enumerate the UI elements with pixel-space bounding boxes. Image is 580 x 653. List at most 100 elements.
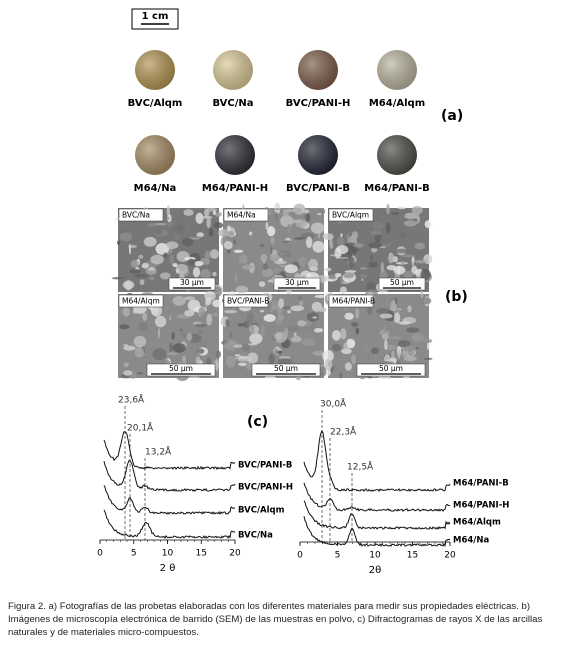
sem-grain — [264, 375, 276, 380]
sem-grain — [233, 344, 243, 348]
sem-grain — [284, 264, 298, 274]
sem-grain — [368, 242, 382, 249]
sem-grain — [278, 356, 291, 359]
sem-grain — [188, 375, 201, 379]
sem-grain — [372, 221, 384, 231]
sem-grain — [186, 332, 193, 342]
sem-grain — [199, 340, 208, 347]
sem-grain — [208, 227, 214, 237]
sem-grain — [205, 296, 212, 306]
series-label: BVC/Alqm — [238, 506, 285, 516]
sem-grain — [283, 240, 291, 244]
sem-grain — [212, 210, 216, 216]
x-tick-label: 15 — [196, 549, 207, 559]
sem-grain — [155, 243, 169, 255]
sem-grain — [339, 371, 343, 379]
sem-grain — [401, 341, 406, 344]
sem-grain — [400, 254, 415, 258]
sem-grain — [227, 249, 231, 254]
sem-grain — [312, 316, 318, 319]
sem-grain — [310, 222, 325, 234]
sem-grain — [200, 268, 211, 280]
sem-grain — [204, 207, 218, 212]
sem-grain — [355, 307, 360, 319]
sem-grain — [227, 230, 235, 237]
sem-image: M64/PANI-B 50 µm — [322, 289, 433, 380]
sem-image: M64/Na 30 µm — [218, 202, 328, 295]
sem-grain — [388, 336, 401, 340]
sem-grain — [198, 306, 206, 316]
sem-name: M64/Alqm — [122, 297, 160, 306]
sem-grain — [141, 262, 149, 269]
sem-grain — [223, 241, 233, 250]
sem-grain — [260, 324, 265, 336]
sem-grain — [171, 332, 175, 340]
sem-grain — [334, 273, 342, 278]
sem-grain — [407, 305, 412, 313]
disc-shade — [298, 50, 338, 90]
sem-grain — [273, 268, 282, 275]
sem-grain — [196, 232, 204, 238]
sem-grain — [419, 297, 432, 305]
sem-grain — [210, 313, 219, 316]
sem-grain — [214, 211, 222, 217]
sem-grain — [403, 346, 414, 352]
sem-grain — [280, 215, 294, 228]
sem-grain — [359, 267, 368, 270]
sem-grain — [423, 338, 433, 343]
series-label: M64/Na — [453, 536, 490, 546]
sem-grain — [182, 237, 194, 247]
sem-grain — [111, 276, 125, 280]
sem-grain — [212, 360, 215, 365]
sem-image: BVC/Na 30 µm — [111, 205, 224, 297]
sem-grain — [138, 254, 144, 259]
x-tick-label: 5 — [335, 551, 341, 561]
sem-grain — [122, 307, 130, 317]
sem-grain — [380, 235, 394, 245]
sem-grain — [393, 312, 401, 324]
sem-name-box — [223, 294, 269, 308]
sem-grain — [290, 245, 293, 249]
sem-grain — [405, 327, 420, 333]
sem-grain — [218, 229, 230, 237]
disc-shade — [135, 135, 175, 175]
sample-label: BVC/PANI-H — [286, 98, 351, 109]
sem-grain — [273, 260, 287, 265]
series-label: BVC/Na — [238, 531, 273, 541]
sem-grain — [123, 362, 130, 368]
peak-label: 13,2Å — [145, 446, 172, 458]
sem-grain — [397, 206, 406, 210]
x-tick-label: 5 — [131, 549, 137, 559]
sem-grain — [339, 286, 347, 294]
peak-label: 12,5Å — [347, 461, 374, 473]
sem-scale-box — [356, 363, 426, 377]
sem-grain — [400, 261, 406, 264]
sem-grain — [367, 306, 372, 316]
sem-grain — [214, 359, 219, 371]
sem-grain — [376, 307, 390, 314]
sem-grain — [229, 331, 233, 339]
sem-grain — [137, 321, 149, 332]
sem-grain — [290, 305, 305, 312]
sem-grain — [194, 323, 208, 328]
sem-grain — [271, 300, 280, 310]
sem-grain — [420, 290, 424, 299]
sem-grain — [370, 230, 382, 236]
sample-label: BVC/PANI-B — [286, 183, 350, 194]
sem-grain — [381, 334, 390, 340]
sem-grain — [167, 352, 179, 355]
sem-grain — [341, 348, 352, 355]
sem-name-box — [328, 208, 374, 222]
sem-grain — [380, 261, 384, 273]
sem-grain — [122, 344, 129, 347]
sem-scale-box — [251, 363, 321, 377]
sem-image: BVC/Alqm 50 µm — [322, 203, 433, 294]
sem-grain — [391, 350, 395, 359]
sem-name-box — [223, 208, 269, 222]
sem-grain — [305, 236, 313, 249]
sem-grain — [411, 333, 425, 343]
panel-label: (c) — [247, 414, 268, 430]
caption: Figura 2. a) Fotografías de las probetas… — [8, 601, 543, 638]
sem-grain — [411, 205, 423, 215]
sem-grain — [192, 266, 201, 278]
